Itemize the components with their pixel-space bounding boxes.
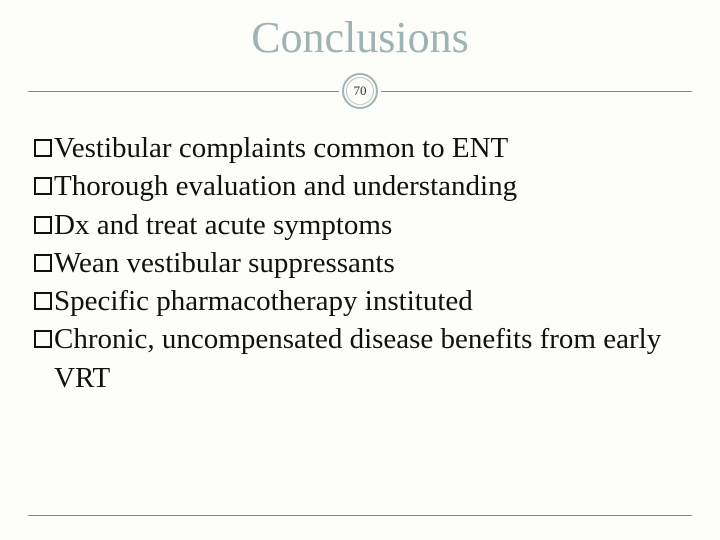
list-item: Chronic, uncompensated disease benefits …: [34, 320, 682, 397]
bullet-text: Dx and treat acute symptoms: [54, 206, 682, 244]
list-item: Wean vestibular suppressants: [34, 244, 682, 282]
checkbox-icon: [34, 330, 52, 348]
title-divider: 70: [0, 71, 720, 111]
list-item: Dx and treat acute symptoms: [34, 206, 682, 244]
checkbox-icon: [34, 177, 52, 195]
page-number-badge: 70: [342, 73, 378, 109]
list-item: Specific pharmacotherapy instituted: [34, 282, 682, 320]
bullet-text: Wean vestibular suppressants: [54, 244, 682, 282]
slide-title: Conclusions: [0, 0, 720, 71]
list-item: Thorough evaluation and understanding: [34, 167, 682, 205]
checkbox-icon: [34, 139, 52, 157]
bullet-text: Chronic, uncompensated disease benefits …: [54, 320, 682, 397]
footer-rule: [28, 515, 692, 516]
checkbox-icon: [34, 254, 52, 272]
bullet-text: Vestibular complaints common to ENT: [54, 129, 682, 167]
page-number: 70: [346, 77, 374, 105]
bullet-text: Thorough evaluation and understanding: [54, 167, 682, 205]
bullet-text: Specific pharmacotherapy instituted: [54, 282, 682, 320]
bullet-list: Vestibular complaints common to ENT Thor…: [0, 129, 720, 397]
slide: Conclusions 70 Vestibular complaints com…: [0, 0, 720, 540]
checkbox-icon: [34, 216, 52, 234]
checkbox-icon: [34, 292, 52, 310]
list-item: Vestibular complaints common to ENT: [34, 129, 682, 167]
